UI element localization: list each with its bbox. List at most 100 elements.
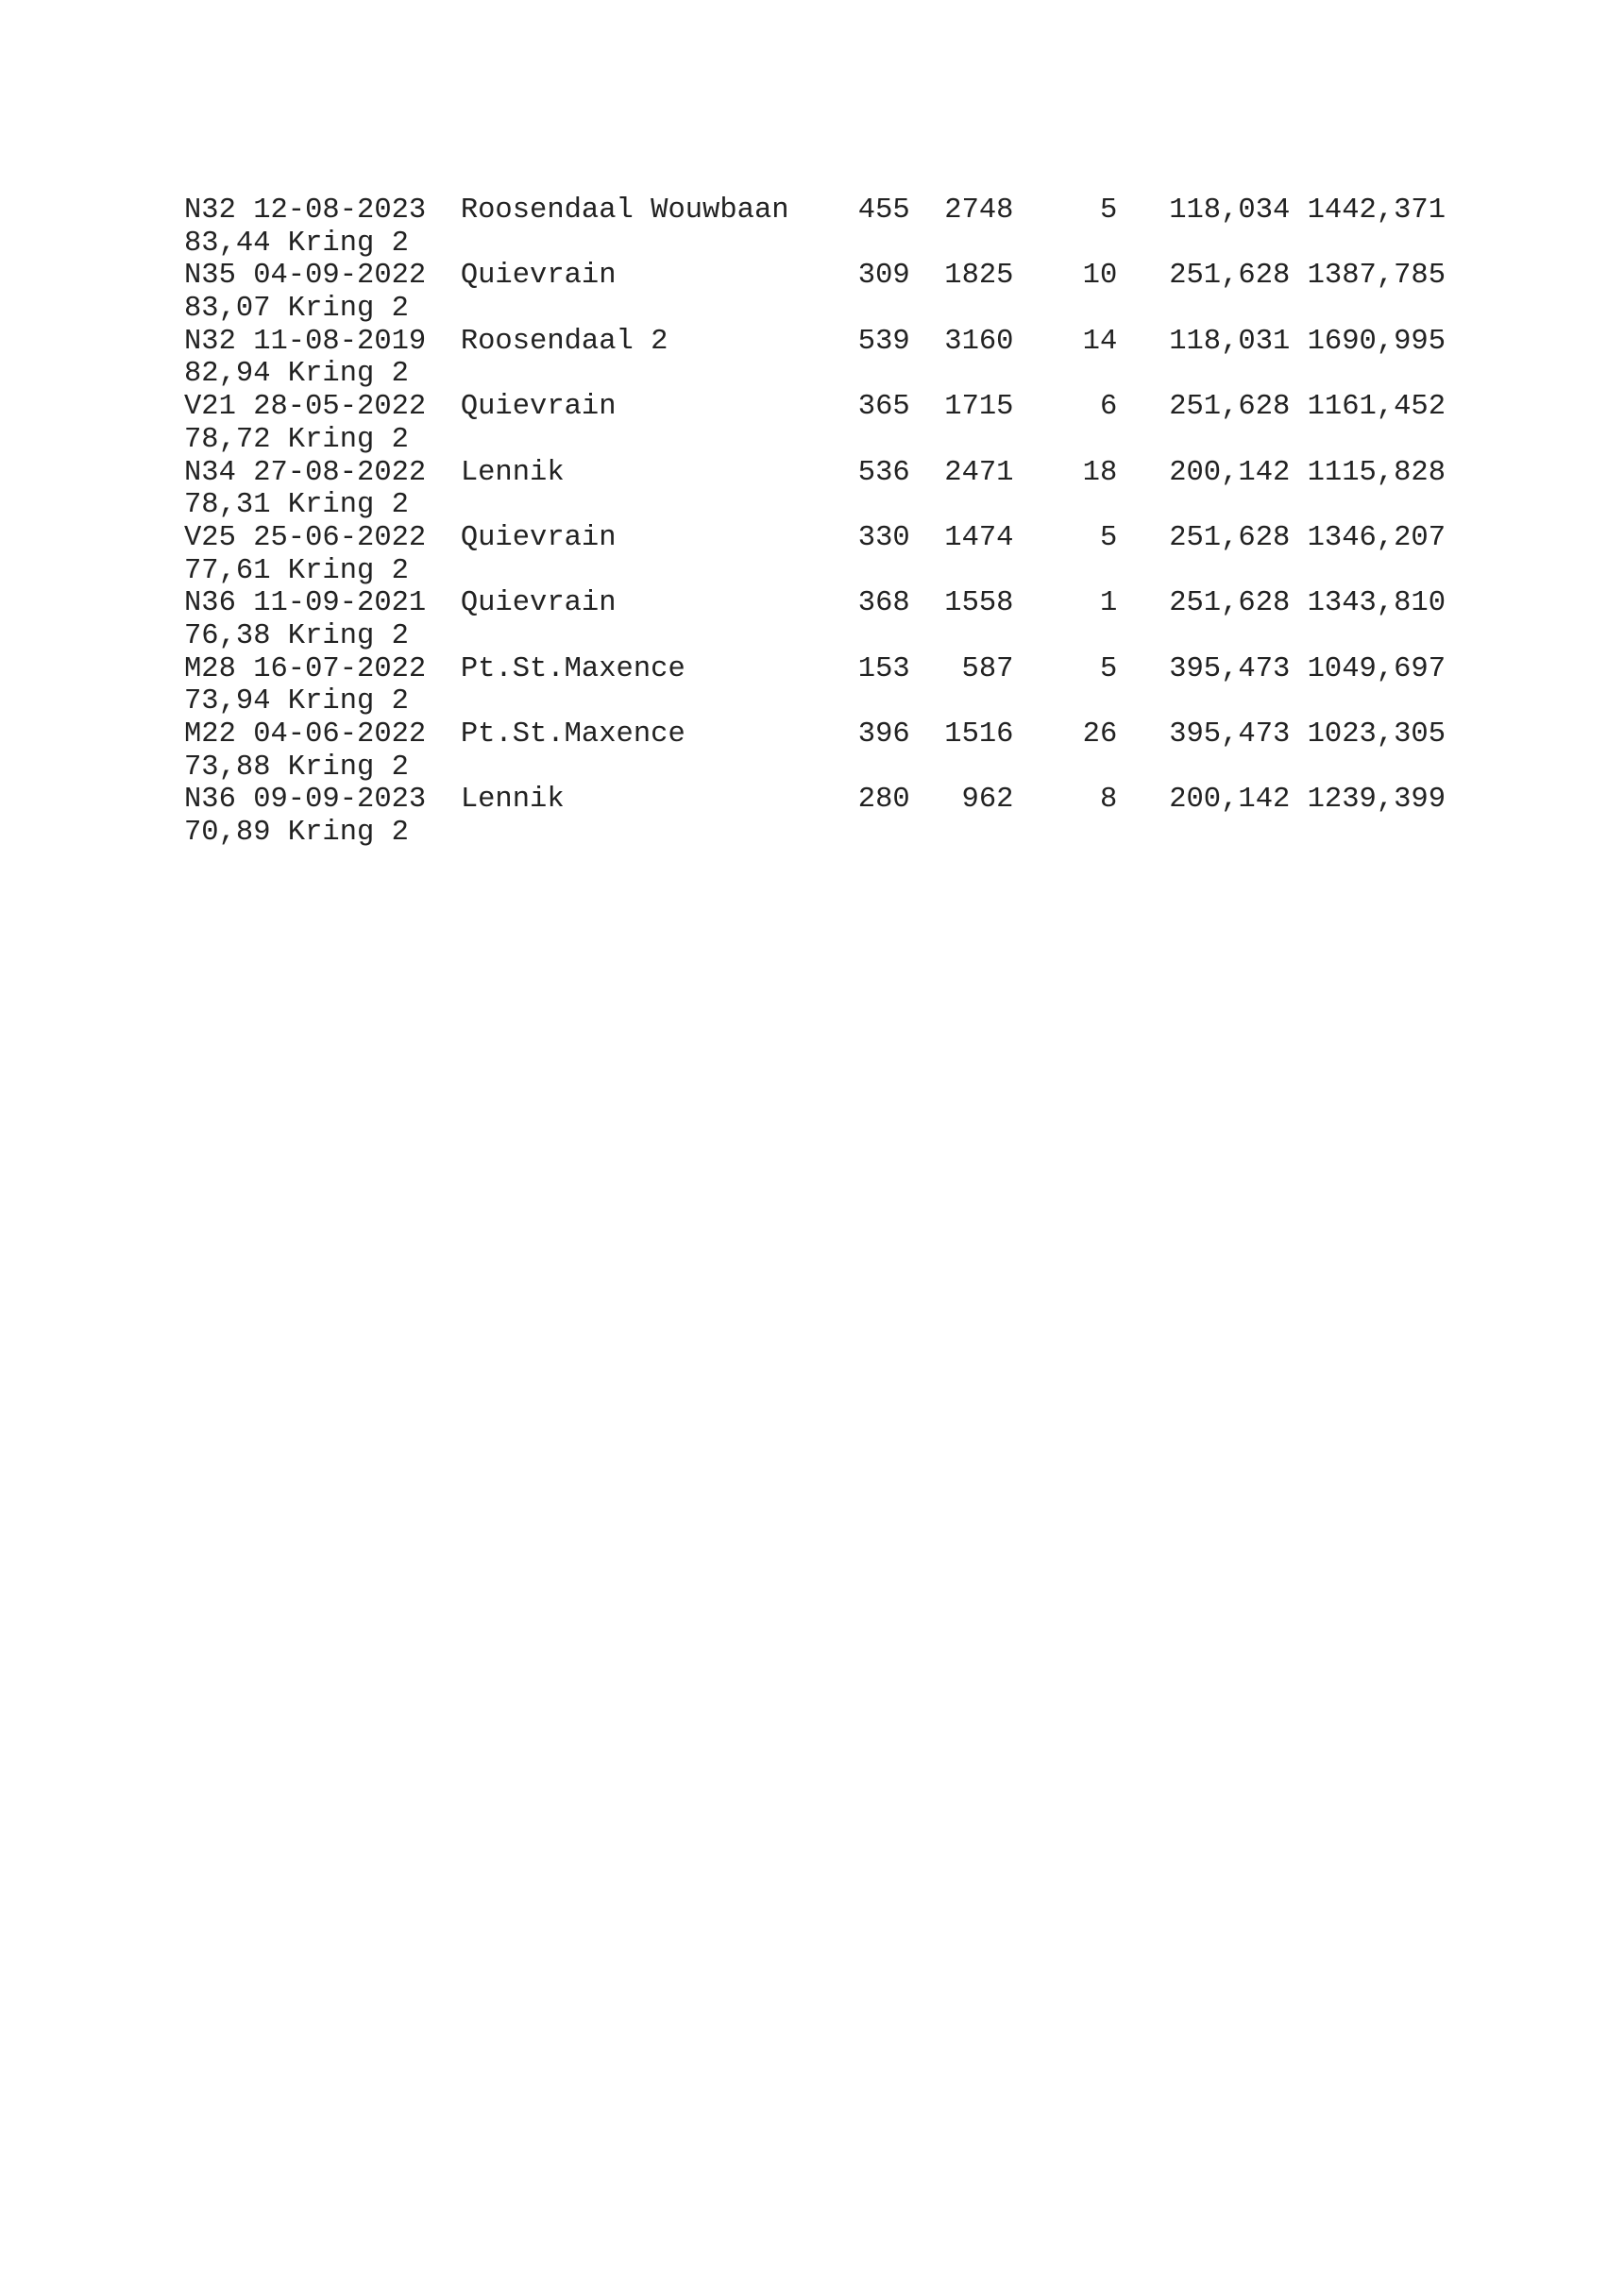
result-n3: 14 bbox=[1082, 325, 1118, 358]
result-n2: 1516 bbox=[944, 718, 1014, 751]
result-place: Roosendaal Wouwbaan bbox=[460, 194, 789, 227]
result-score: 77,61 bbox=[184, 554, 271, 587]
result-n1: 536 bbox=[857, 456, 910, 489]
result-n3: 26 bbox=[1082, 718, 1118, 751]
result-n5: 1115,828 bbox=[1307, 456, 1446, 489]
result-place: Quievrain bbox=[460, 260, 617, 293]
result-place: Lennik bbox=[460, 784, 565, 817]
result-n2: 2748 bbox=[944, 194, 1014, 227]
result-n5: 1346,207 bbox=[1307, 521, 1446, 554]
result-n4: 118,031 bbox=[1169, 325, 1291, 358]
result-entry: N36 09-09-2023 Lennik 280 962 8 200,142 1239,39… bbox=[184, 784, 1446, 849]
result-n1: 368 bbox=[857, 587, 910, 620]
result-place: Quievrain bbox=[460, 391, 617, 424]
result-kring: Kring 2 bbox=[287, 817, 409, 850]
result-code: N34 bbox=[184, 456, 236, 489]
result-n3: 5 bbox=[1099, 194, 1118, 227]
result-n5: 1049,697 bbox=[1307, 652, 1446, 685]
result-n5: 1239,399 bbox=[1307, 784, 1446, 817]
result-score-line: 83,44 Kring 2 bbox=[184, 228, 1446, 261]
result-date: 27-08-2022 bbox=[253, 456, 427, 489]
result-n1: 280 bbox=[857, 784, 910, 817]
result-n2: 587 bbox=[961, 652, 1014, 685]
result-code: M22 bbox=[184, 718, 236, 751]
result-n2: 1825 bbox=[944, 260, 1014, 293]
result-n5: 1442,371 bbox=[1307, 194, 1446, 227]
result-code: V21 bbox=[184, 391, 236, 424]
result-kring: Kring 2 bbox=[287, 619, 409, 652]
result-n4: 251,628 bbox=[1169, 260, 1291, 293]
result-score: 73,88 bbox=[184, 751, 271, 784]
result-n3: 5 bbox=[1099, 652, 1118, 685]
result-place: Roosendaal 2 bbox=[460, 325, 668, 358]
result-n3: 1 bbox=[1099, 587, 1118, 620]
result-main-line: N32 11-08-2019 Roosendaal 2 539 3160 14 118,03… bbox=[184, 326, 1446, 359]
result-date: 04-09-2022 bbox=[253, 260, 427, 293]
result-place: Lennik bbox=[460, 456, 565, 489]
result-main-line: V25 25-06-2022 Quievrain 330 1474 5 251,628 134… bbox=[184, 522, 1446, 555]
result-main-line: V21 28-05-2022 Quievrain 365 1715 6 251,628 116… bbox=[184, 391, 1446, 424]
result-kring: Kring 2 bbox=[287, 751, 409, 784]
result-main-line: N36 11-09-2021 Quievrain 368 1558 1 251,628 134… bbox=[184, 587, 1446, 620]
result-entry: N32 11-08-2019 Roosendaal 2 539 3160 14 118,03… bbox=[184, 326, 1446, 391]
result-entry: M28 16-07-2022 Pt.St.Maxence 153 587 5 395,473… bbox=[184, 653, 1446, 718]
result-n4: 395,473 bbox=[1169, 652, 1291, 685]
result-date: 25-06-2022 bbox=[253, 521, 427, 554]
result-kring: Kring 2 bbox=[287, 685, 409, 718]
result-entry: V21 28-05-2022 Quievrain 365 1715 6 251,628 116… bbox=[184, 391, 1446, 456]
result-n1: 365 bbox=[857, 391, 910, 424]
result-n1: 330 bbox=[857, 521, 910, 554]
result-code: M28 bbox=[184, 652, 236, 685]
result-code: N32 bbox=[184, 325, 236, 358]
result-date: 11-08-2019 bbox=[253, 325, 427, 358]
result-n2: 3160 bbox=[944, 325, 1014, 358]
result-place: Quievrain bbox=[460, 521, 617, 554]
result-n2: 2471 bbox=[944, 456, 1014, 489]
result-score-line: 76,38 Kring 2 bbox=[184, 620, 1446, 653]
result-main-line: N34 27-08-2022 Lennik 536 2471 18 200,142 1115,… bbox=[184, 457, 1446, 490]
result-main-line: M28 16-07-2022 Pt.St.Maxence 153 587 5 395,473… bbox=[184, 653, 1446, 686]
result-score-line: 78,72 Kring 2 bbox=[184, 424, 1446, 457]
result-n3: 6 bbox=[1099, 391, 1118, 424]
result-place: Quievrain bbox=[460, 587, 617, 620]
result-score: 82,94 bbox=[184, 358, 271, 391]
result-score: 78,31 bbox=[184, 489, 271, 522]
result-score: 83,44 bbox=[184, 227, 271, 260]
result-code: V25 bbox=[184, 521, 236, 554]
result-n4: 200,142 bbox=[1169, 784, 1291, 817]
result-code: N36 bbox=[184, 784, 236, 817]
result-date: 09-09-2023 bbox=[253, 784, 427, 817]
result-n1: 539 bbox=[857, 325, 910, 358]
result-n2: 1474 bbox=[944, 521, 1014, 554]
result-n4: 395,473 bbox=[1169, 718, 1291, 751]
result-n5: 1690,995 bbox=[1307, 325, 1446, 358]
result-score: 70,89 bbox=[184, 817, 271, 850]
result-kring: Kring 2 bbox=[287, 554, 409, 587]
result-score-line: 73,88 Kring 2 bbox=[184, 751, 1446, 785]
result-n3: 8 bbox=[1099, 784, 1118, 817]
result-kring: Kring 2 bbox=[287, 358, 409, 391]
result-n4: 200,142 bbox=[1169, 456, 1291, 489]
result-score-line: 77,61 Kring 2 bbox=[184, 555, 1446, 588]
result-kring: Kring 2 bbox=[287, 489, 409, 522]
result-entry: N35 04-09-2022 Quievrain 309 1825 10 251,628 13… bbox=[184, 260, 1446, 325]
result-date: 04-06-2022 bbox=[253, 718, 427, 751]
result-kring: Kring 2 bbox=[287, 293, 409, 326]
result-kring: Kring 2 bbox=[287, 227, 409, 260]
result-n2: 962 bbox=[961, 784, 1014, 817]
result-entry: N32 12-08-2023 Roosendaal Wouwbaan 455 2748 5… bbox=[184, 194, 1446, 260]
result-n3: 10 bbox=[1082, 260, 1118, 293]
result-score-line: 82,94 Kring 2 bbox=[184, 358, 1446, 391]
result-date: 16-07-2022 bbox=[253, 652, 427, 685]
result-n2: 1558 bbox=[944, 587, 1014, 620]
results-list: N32 12-08-2023 Roosendaal Wouwbaan 455 2748 5… bbox=[184, 194, 1446, 850]
result-n3: 5 bbox=[1099, 521, 1118, 554]
result-score-line: 70,89 Kring 2 bbox=[184, 817, 1446, 850]
result-n1: 396 bbox=[857, 718, 910, 751]
result-score: 78,72 bbox=[184, 423, 271, 456]
result-date: 28-05-2022 bbox=[253, 391, 427, 424]
result-entry: N36 11-09-2021 Quievrain 368 1558 1 251,628 134… bbox=[184, 587, 1446, 652]
result-n4: 251,628 bbox=[1169, 587, 1291, 620]
result-n5: 1343,810 bbox=[1307, 587, 1446, 620]
result-entry: N34 27-08-2022 Lennik 536 2471 18 200,142 1115,… bbox=[184, 457, 1446, 522]
